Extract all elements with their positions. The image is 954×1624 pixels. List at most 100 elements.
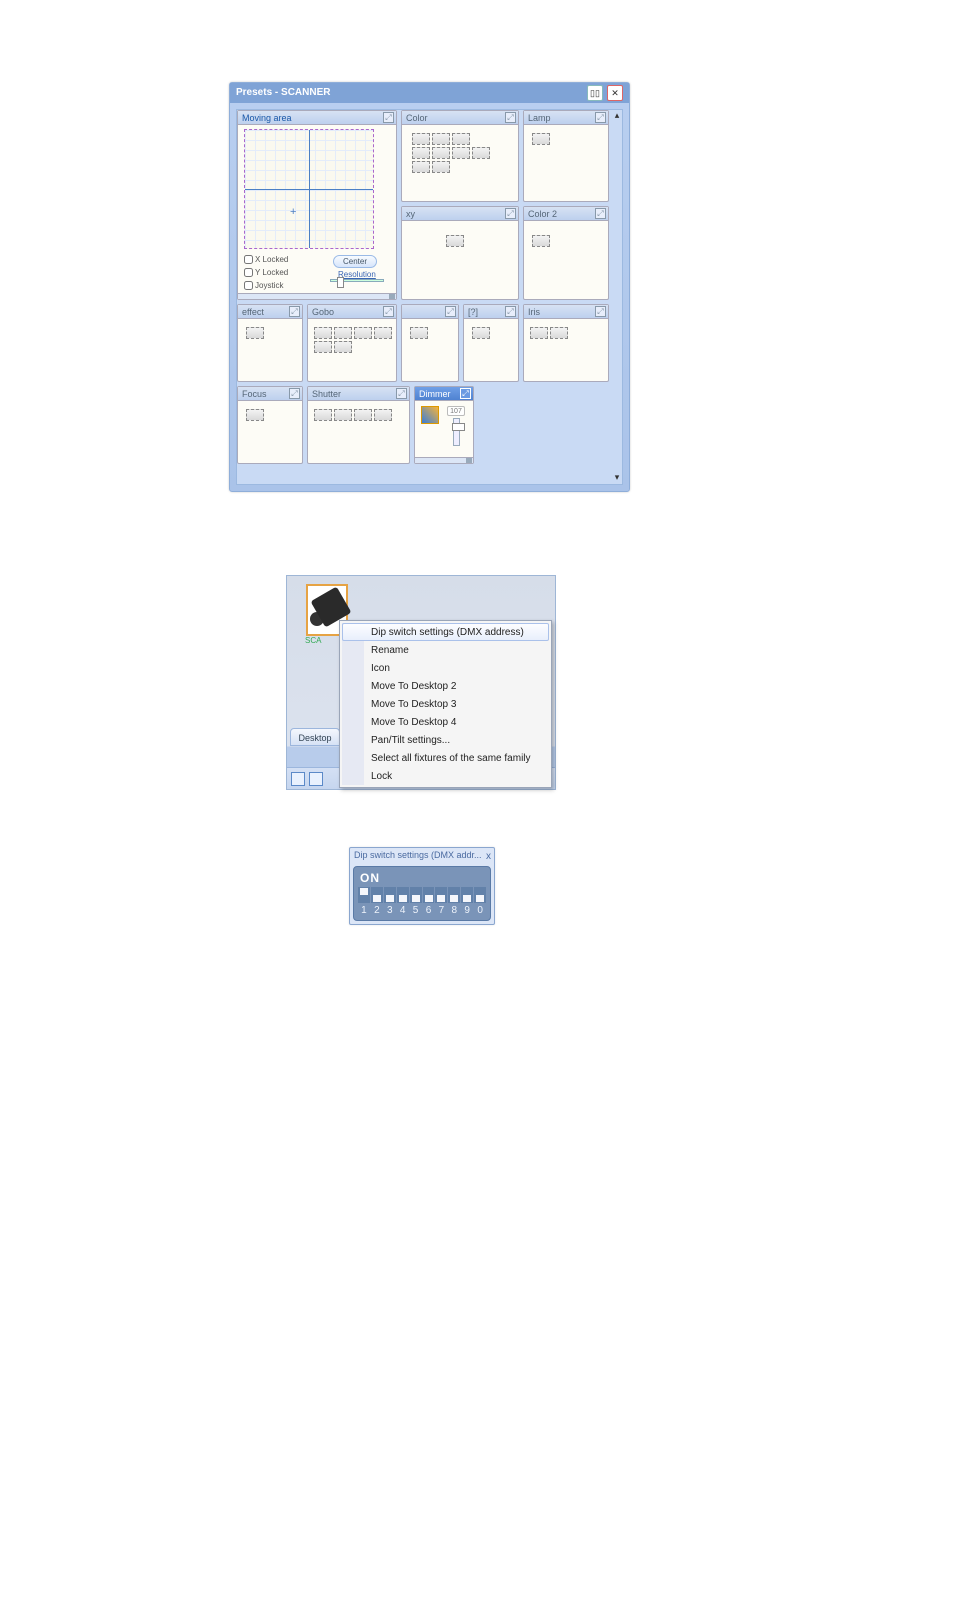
presets-window-title: Presets - SCANNER [230,83,629,103]
dip-switch-2[interactable] [371,887,383,903]
panel-scroll[interactable] [415,457,473,463]
menu-item-pantilt[interactable]: Pan/Tilt settings... [342,731,549,749]
preset-chip[interactable] [314,327,332,339]
preset-chip[interactable] [532,235,550,247]
preset-chip[interactable] [334,409,352,421]
preset-chip[interactable] [314,409,332,421]
menu-item-icon[interactable]: Icon [342,659,549,677]
expand-icon[interactable]: ⤢ [595,208,606,219]
dip-switch-6[interactable] [423,887,435,903]
expand-icon[interactable]: ⤢ [445,306,456,317]
expand-icon[interactable]: ⤢ [505,112,516,123]
expand-icon[interactable]: ⤢ [595,112,606,123]
expand-icon[interactable]: ⤢ [460,388,471,399]
expand-icon[interactable]: ⤢ [505,208,516,219]
preset-chip[interactable] [334,341,352,353]
panel-title: xy [406,209,415,219]
dip-numbers: 1 2 3 4 5 6 7 8 9 0 [358,905,486,916]
panel-header: Focus⤢ [238,387,302,401]
panel-xy: xy ⤢ [401,206,519,300]
preset-chip[interactable] [432,161,450,173]
dip-switch-1[interactable] [358,887,370,903]
desktop-tab[interactable]: Desktop [290,728,340,746]
menu-item-move-desktop3[interactable]: Move To Desktop 3 [342,695,549,713]
y-locked-checkbox[interactable]: Y Locked [244,268,288,277]
dip-switch-5[interactable] [410,887,422,903]
dip-switch-3[interactable] [384,887,396,903]
panel-scroll[interactable] [238,293,396,299]
close-icon[interactable]: ✕ [607,85,623,101]
expand-icon[interactable]: ⤢ [383,306,394,317]
panel-title: Gobo [312,307,334,317]
columns-icon[interactable]: ▯▯ [587,85,603,101]
panel-title: Shutter [312,389,341,399]
dimmer-slider[interactable] [453,418,460,446]
panel-header: [?] ⤢ [464,305,518,319]
preset-chip[interactable] [412,147,430,159]
preset-chip[interactable] [432,147,450,159]
expand-icon[interactable]: ⤢ [595,306,606,317]
joystick-checkbox[interactable]: Joystick [244,281,283,290]
preset-chip[interactable] [374,327,392,339]
preset-chip[interactable] [452,147,470,159]
expand-icon[interactable]: ⤢ [289,388,300,399]
panel-blank: ⤢ [401,304,459,382]
resolution-slider[interactable] [330,279,384,282]
preset-chip[interactable] [354,409,372,421]
menu-item-lock[interactable]: Lock [342,767,549,785]
dimmer-icon[interactable] [421,406,439,424]
menu-item-rename[interactable]: Rename [342,641,549,659]
preset-chip[interactable] [246,327,264,339]
expand-icon[interactable]: ⤢ [505,306,516,317]
preset-chip[interactable] [374,409,392,421]
preset-chip[interactable] [446,235,464,247]
panel-focus: Focus⤢ [237,386,303,464]
expand-icon[interactable]: ⤢ [383,112,394,123]
preset-chip[interactable] [432,133,450,145]
preset-chip[interactable] [472,327,490,339]
dip-dialog-title: Dip switch settings (DMX addr... x [350,848,494,863]
statusbar-icon[interactable] [291,772,305,786]
preset-chip[interactable] [452,133,470,145]
expand-icon[interactable]: ⤢ [396,388,407,399]
expand-icon[interactable]: ⤢ [289,306,300,317]
panel-header: effect⤢ [238,305,302,319]
menu-item-move-desktop2[interactable]: Move To Desktop 2 [342,677,549,695]
preset-chip[interactable] [314,341,332,353]
panel-moving-area: Moving area ⤢ X : 90 Y : 90 + X Locked Y… [237,110,397,300]
preset-chip[interactable] [354,327,372,339]
dip-switch-7[interactable] [435,887,447,903]
preset-chip[interactable] [532,133,550,145]
panel-title: Dimmer [419,389,451,399]
preset-chip[interactable] [472,147,490,159]
dip-switch-8[interactable] [448,887,460,903]
preset-chip[interactable] [412,161,430,173]
close-icon[interactable]: x [486,849,491,864]
dip-switch-4[interactable] [397,887,409,903]
preset-chip[interactable] [246,409,264,421]
preset-chip[interactable] [410,327,428,339]
menu-item-move-desktop4[interactable]: Move To Desktop 4 [342,713,549,731]
statusbar-icon[interactable] [309,772,323,786]
presets-window: Presets - SCANNER ▯▯ ✕ ▴ Moving area ⤢ X… [229,82,630,492]
x-locked-checkbox[interactable]: X Locked [244,255,288,264]
menu-item-select-family[interactable]: Select all fixtures of the same family [342,749,549,767]
context-scene: SCA Desktop Dip switch settings (DMX add… [286,575,556,790]
panel-title: [?] [468,307,478,317]
panel-lamp: Lamp⤢ [523,110,609,202]
center-button[interactable]: Center [333,255,377,268]
preset-chip[interactable] [550,327,568,339]
preset-chip[interactable] [412,133,430,145]
panel-header: xy ⤢ [402,207,518,221]
menu-item-dip-switch[interactable]: Dip switch settings (DMX address) [342,623,549,641]
scroll-up-icon[interactable]: ▴ [612,110,622,122]
dip-switch-10[interactable] [474,887,486,903]
dip-switch-9[interactable] [461,887,473,903]
dip-dialog: Dip switch settings (DMX addr... x ON 1 … [349,847,495,925]
preset-chip[interactable] [334,327,352,339]
preset-chip[interactable] [530,327,548,339]
xy-cursor-icon[interactable]: + [290,208,299,217]
dip-panel: ON 1 2 3 4 5 6 7 8 [353,866,491,921]
xy-grid[interactable]: + [244,129,374,249]
scroll-down-icon[interactable]: ▾ [612,472,622,484]
